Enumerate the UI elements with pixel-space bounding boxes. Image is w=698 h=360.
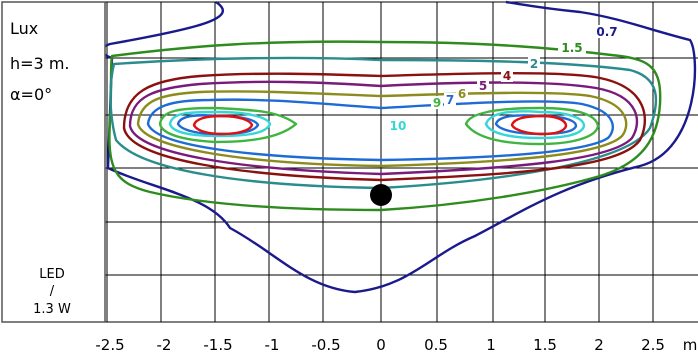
contours — [100, 0, 697, 294]
contour-line — [122, 72, 647, 182]
side-panel — [1, 1, 106, 323]
x-tick-label: 2.5 — [641, 336, 665, 354]
contour-label-bg — [477, 79, 489, 92]
contour-line — [510, 114, 568, 136]
contour-line — [146, 98, 615, 162]
contour-label-bg — [558, 41, 586, 54]
contour-value-label: 6 — [458, 87, 466, 101]
source-power-label: 1.3 W — [33, 302, 71, 317]
contour-label-bg — [528, 57, 540, 70]
x-tick-label: -1 — [265, 336, 280, 354]
contour-value-label: 7 — [446, 93, 454, 107]
contour-line — [494, 114, 578, 136]
contour-line — [128, 80, 639, 176]
contour-value-label: 5 — [479, 79, 487, 93]
contour-value-label: 1.5 — [561, 41, 582, 55]
contour-value-label: 10 — [390, 119, 407, 133]
contour-line — [109, 56, 658, 190]
contour-line — [136, 90, 628, 168]
contour-label-bg — [501, 69, 513, 82]
x-tick-label: 1.5 — [533, 336, 557, 354]
height-label: h=3 m. — [10, 54, 69, 73]
contour-line — [158, 106, 298, 144]
x-tick-label: 0.5 — [424, 336, 448, 354]
x-tick-label: -1.5 — [203, 336, 232, 354]
contour-value-label: 9 — [433, 96, 441, 110]
contour-line — [176, 114, 260, 136]
source-separator: / — [50, 284, 55, 299]
x-tick-label: 0 — [376, 336, 386, 354]
x-tick-label: -2.5 — [95, 336, 124, 354]
angle-symbol: α — [10, 85, 21, 104]
x-tick-label: -0.5 — [311, 336, 340, 354]
contour-value-label: 0.7 — [596, 25, 617, 39]
contour-line — [168, 110, 272, 138]
contour-line — [192, 114, 254, 136]
angle-label: α=0° — [10, 85, 52, 104]
contour-label-bg — [388, 119, 408, 132]
contour-line — [100, 0, 697, 294]
unit-label: Lux — [10, 19, 38, 38]
contour-line — [108, 40, 662, 212]
source-type-label: LED — [39, 267, 64, 282]
contour-label-bg — [456, 87, 468, 100]
contour-value-label: 2 — [530, 57, 538, 71]
contour-line — [484, 110, 586, 140]
contour-value-label: 4 — [503, 69, 511, 83]
contour-line — [464, 106, 600, 146]
x-tick-label: 2 — [594, 336, 604, 354]
light-source-marker — [370, 184, 392, 206]
x-unit-label: m — [683, 336, 698, 354]
contour-label-bg — [444, 93, 456, 106]
x-axis-ticks: -2.5 -2 -1.5 -1 -0.5 0 0.5 1 1.5 2 2.5 m — [95, 336, 697, 354]
x-tick-label: 1 — [486, 336, 496, 354]
contour-label-bg — [593, 25, 621, 38]
contour-label-bg — [431, 96, 443, 109]
x-tick-label: -2 — [157, 336, 172, 354]
angle-value: =0° — [21, 85, 53, 104]
